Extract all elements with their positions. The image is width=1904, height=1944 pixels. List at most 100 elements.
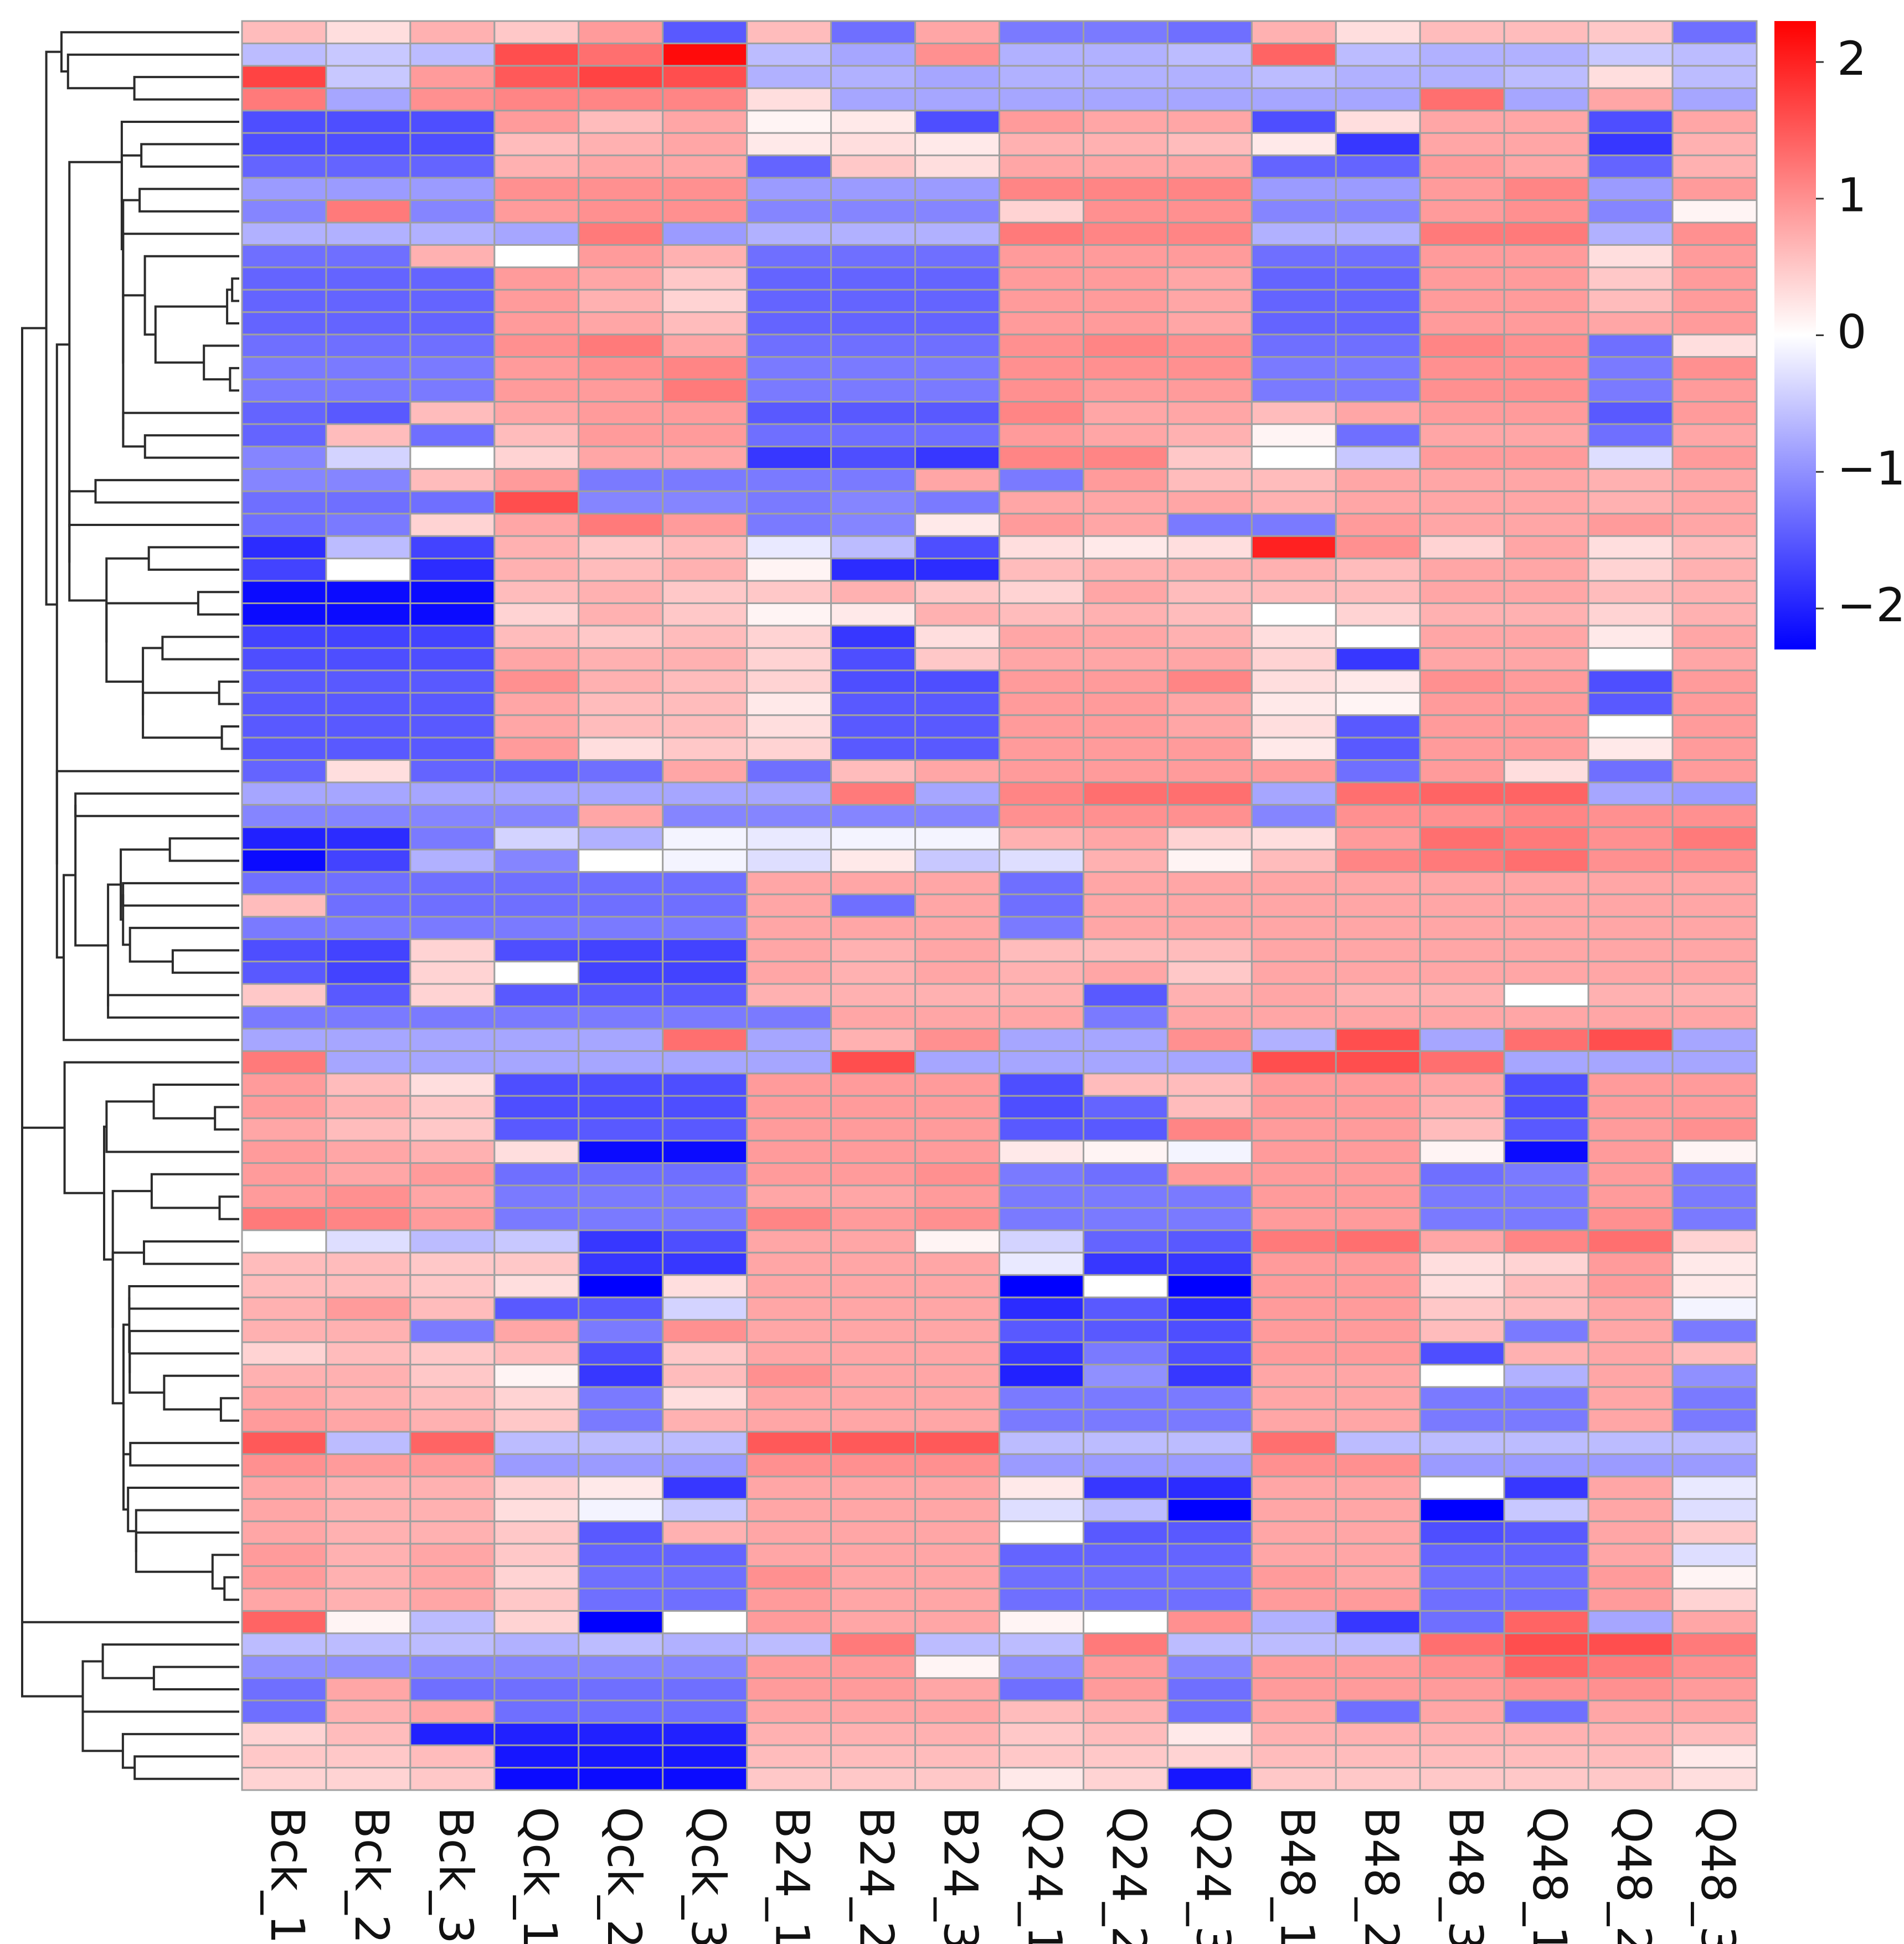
- heatmap-cell: [578, 1431, 664, 1455]
- heatmap-cell: [830, 154, 917, 179]
- heatmap-cell: [830, 1274, 917, 1298]
- heatmap-cell: [325, 714, 411, 739]
- heatmap-cell: [493, 42, 580, 67]
- heatmap-cell: [241, 1229, 327, 1254]
- heatmap-cell: [1503, 221, 1589, 246]
- heatmap-cell: [493, 625, 580, 649]
- heatmap-cell: [1419, 781, 1505, 806]
- heatmap-cell: [1082, 1476, 1169, 1500]
- heatmap-cell: [1082, 1498, 1169, 1523]
- heatmap-cell: [241, 781, 327, 806]
- heatmap-cell: [1251, 1767, 1337, 1791]
- heatmap-cell: [409, 1251, 496, 1276]
- heatmap-cell: [830, 177, 917, 202]
- heatmap-cell: [1503, 826, 1589, 850]
- heatmap-cell: [241, 1005, 327, 1030]
- heatmap-cell: [914, 1364, 1001, 1388]
- heatmap-cell: [1587, 1408, 1674, 1433]
- heatmap-cell: [578, 1767, 664, 1791]
- heatmap-cell: [914, 1341, 1001, 1366]
- heatmap-cell: [493, 87, 580, 112]
- heatmap-cell: [1166, 893, 1253, 918]
- heatmap-cell: [1251, 692, 1337, 716]
- heatmap-cell: [1251, 244, 1337, 269]
- heatmap-cell: [1587, 1587, 1674, 1612]
- heatmap-cell: [999, 1095, 1084, 1120]
- heatmap-cell: [914, 848, 1001, 873]
- heatmap-cell: [578, 1162, 664, 1187]
- heatmap-cell: [1335, 1632, 1421, 1657]
- heatmap-cell: [1587, 1072, 1674, 1097]
- heatmap-cell: [325, 1206, 411, 1231]
- heatmap-cell: [914, 1072, 1001, 1097]
- heatmap-cell: [325, 1677, 411, 1701]
- heatmap-cell: [1166, 87, 1253, 112]
- heatmap-cell: [999, 1251, 1084, 1276]
- heatmap-cell: [830, 1767, 917, 1791]
- heatmap-cell: [493, 154, 580, 179]
- heatmap-cell: [578, 244, 664, 269]
- heatmap-cell: [1419, 692, 1505, 716]
- heatmap-cell: [1166, 1229, 1253, 1254]
- heatmap-cell: [493, 938, 580, 963]
- dendrogram-link: [231, 277, 239, 302]
- heatmap-cell: [662, 1386, 748, 1410]
- heatmap-cell: [1671, 871, 1758, 895]
- heatmap-cell: [409, 558, 496, 582]
- heatmap-cell: [1335, 1386, 1421, 1410]
- heatmap-cell: [746, 1610, 832, 1634]
- heatmap-cell: [830, 221, 917, 246]
- heatmap-cell: [999, 1028, 1084, 1052]
- heatmap-cell: [1419, 804, 1505, 828]
- heatmap-cell: [830, 961, 917, 985]
- heatmap-cell: [1503, 1050, 1589, 1075]
- heatmap-cell: [1419, 1162, 1505, 1187]
- heatmap-cell: [1251, 1431, 1337, 1455]
- heatmap-cell: [746, 356, 832, 380]
- heatmap-cell: [1082, 1632, 1169, 1657]
- heatmap-cell: [1419, 826, 1505, 850]
- heatmap-cell: [241, 244, 327, 269]
- heatmap-cell: [1419, 1476, 1505, 1500]
- heatmap-cell: [325, 1408, 411, 1433]
- heatmap-cell: [1251, 1117, 1337, 1142]
- heatmap-cell: [1082, 244, 1169, 269]
- heatmap-cell: [1166, 1296, 1253, 1321]
- heatmap-cell: [1251, 961, 1337, 985]
- heatmap-cell: [409, 1386, 496, 1410]
- heatmap-cell: [1587, 1095, 1674, 1120]
- heatmap-cell: [662, 535, 748, 560]
- heatmap-cell: [914, 1095, 1001, 1120]
- heatmap-cell: [1082, 1722, 1169, 1746]
- heatmap-cell: [999, 1453, 1084, 1478]
- heatmap-cell: [241, 311, 327, 336]
- heatmap-cell: [1335, 490, 1421, 515]
- heatmap-cell: [1503, 1364, 1589, 1388]
- heatmap-cell: [241, 1364, 327, 1388]
- heatmap-cell: [830, 871, 917, 895]
- heatmap-cell: [578, 848, 664, 873]
- heatmap-cell: [1671, 1117, 1758, 1142]
- column-label: B48_3: [1438, 1807, 1493, 1944]
- heatmap-cell: [1671, 961, 1758, 985]
- heatmap-cell: [241, 1117, 327, 1142]
- heatmap-cell: [1671, 647, 1758, 672]
- heatmap-cell: [1419, 602, 1505, 627]
- heatmap-cell: [662, 378, 748, 403]
- heatmap-cell: [1166, 692, 1253, 716]
- heatmap-cell: [1335, 938, 1421, 963]
- heatmap-cell: [409, 625, 496, 649]
- heatmap-cell: [1671, 378, 1758, 403]
- heatmap-cell: [578, 714, 664, 739]
- colorbar-tick-label: −2: [1837, 578, 1904, 632]
- heatmap-cell: [999, 781, 1084, 806]
- dendrogram-link: [105, 557, 149, 643]
- dendrogram-link: [152, 1084, 239, 1120]
- heatmap-cell: [914, 983, 1001, 1007]
- heatmap-cell: [1251, 132, 1337, 157]
- heatmap-cell: [1335, 580, 1421, 605]
- heatmap-cell: [493, 110, 580, 134]
- heatmap-cell: [493, 535, 580, 560]
- heatmap-cell: [1166, 378, 1253, 403]
- heatmap-cell: [914, 826, 1001, 850]
